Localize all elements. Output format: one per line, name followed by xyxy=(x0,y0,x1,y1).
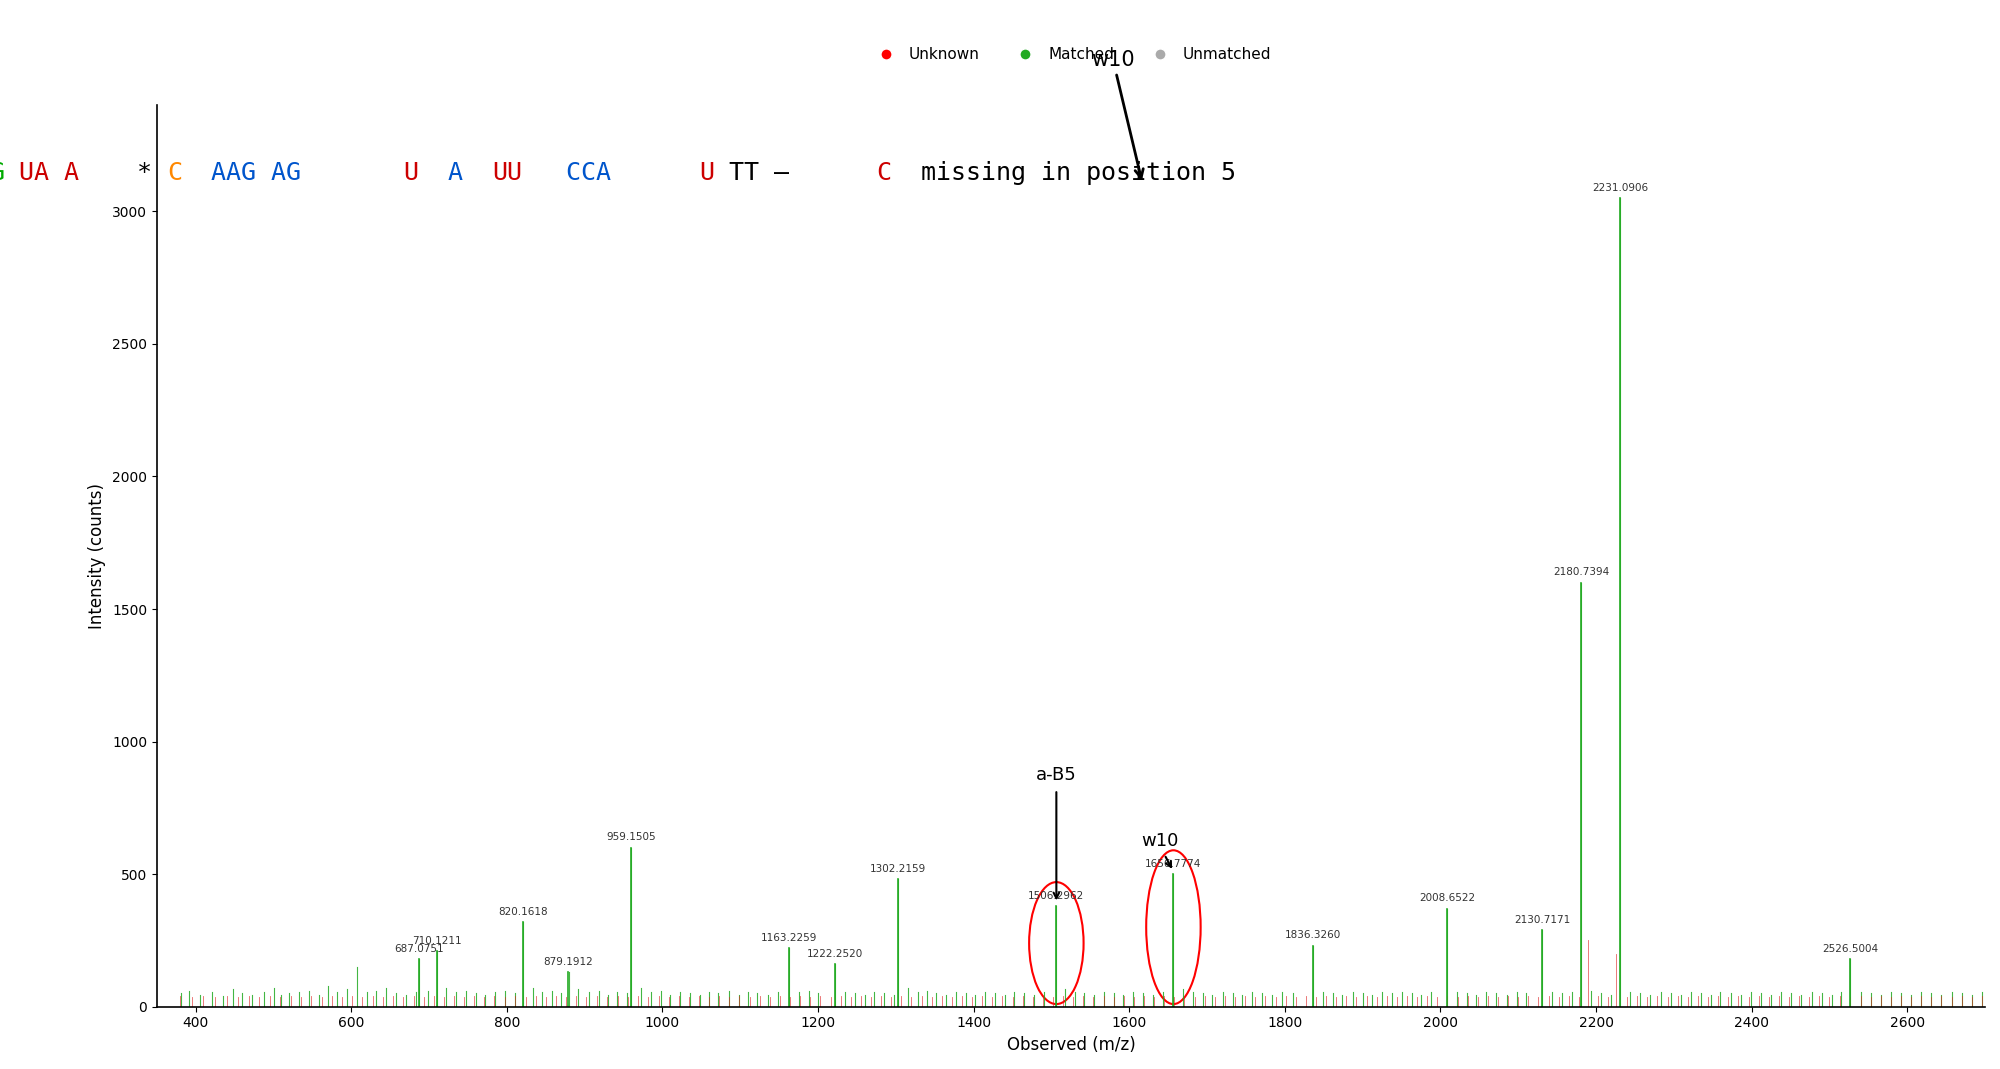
Text: 879.1912: 879.1912 xyxy=(544,957,594,967)
Text: 959.1505: 959.1505 xyxy=(606,833,656,842)
Text: U: U xyxy=(404,160,418,185)
Text: 1656.7774: 1656.7774 xyxy=(1146,858,1202,869)
Text: w10: w10 xyxy=(1142,833,1180,850)
Text: missing in position 5: missing in position 5 xyxy=(906,160,1236,185)
Text: UU: UU xyxy=(492,160,522,185)
Text: 1163.2259: 1163.2259 xyxy=(762,933,818,943)
Text: A: A xyxy=(432,160,462,185)
Text: 2130.7171: 2130.7171 xyxy=(1514,915,1570,925)
Text: 687.0751: 687.0751 xyxy=(394,944,444,954)
Text: TT –: TT – xyxy=(728,160,804,185)
Text: 2180.7394: 2180.7394 xyxy=(1552,568,1610,577)
Text: *: * xyxy=(138,160,152,185)
Text: C: C xyxy=(166,160,182,185)
Text: U: U xyxy=(700,160,714,185)
X-axis label: Observed (m/z): Observed (m/z) xyxy=(1006,1036,1136,1054)
Text: 2526.5004: 2526.5004 xyxy=(1822,944,1878,954)
Y-axis label: Intensity (counts): Intensity (counts) xyxy=(88,483,106,629)
Text: 2231.0906: 2231.0906 xyxy=(1592,183,1648,192)
Text: AAG AG: AAG AG xyxy=(196,160,302,185)
Text: a-B5: a-B5 xyxy=(1036,766,1076,784)
Text: G: G xyxy=(0,160,4,185)
Text: 1222.2520: 1222.2520 xyxy=(808,949,864,959)
Text: 1836.3260: 1836.3260 xyxy=(1284,930,1342,941)
Text: UA A: UA A xyxy=(20,160,80,185)
Legend: Unknown, Matched, Unmatched: Unknown, Matched, Unmatched xyxy=(864,41,1278,68)
Text: 820.1618: 820.1618 xyxy=(498,907,548,916)
Text: 710.1211: 710.1211 xyxy=(412,935,462,946)
Text: 1506.2962: 1506.2962 xyxy=(1028,890,1084,901)
Text: CCA: CCA xyxy=(552,160,626,185)
Text: 1302.2159: 1302.2159 xyxy=(870,864,926,874)
Text: C: C xyxy=(876,160,892,185)
Text: 2008.6522: 2008.6522 xyxy=(1420,894,1476,903)
Text: w10: w10 xyxy=(1092,49,1144,177)
